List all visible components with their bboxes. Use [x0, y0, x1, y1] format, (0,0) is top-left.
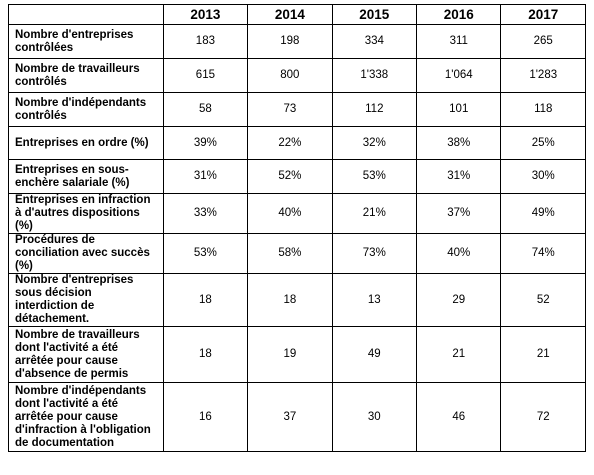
- header-empty-cell: [8, 4, 164, 25]
- table-cell: 49: [331, 326, 418, 383]
- row-label: Nombre de travailleurs dont l'activité a…: [8, 326, 164, 383]
- table-cell: 615: [162, 58, 249, 93]
- table-row: Procédures de conciliation avec succès (…: [8, 233, 586, 274]
- table-cell: 58%: [247, 233, 333, 274]
- table-cell: 800: [247, 58, 333, 93]
- row-label: Entreprises en sous-enchère salariale (%…: [8, 159, 164, 194]
- table-cell: 30%: [500, 159, 586, 194]
- header-year-2017: 2017: [500, 4, 586, 25]
- table-cell: 1'338: [331, 58, 418, 93]
- table-cell: 72: [500, 382, 586, 452]
- table-cell: 22%: [247, 126, 333, 160]
- table-row: Nombre d'indépendants contrôlés 58 73 11…: [8, 92, 586, 127]
- table-cell: 1'283: [500, 58, 586, 93]
- table-row: Nombre d'entreprises contrôlées 183 198 …: [8, 24, 586, 59]
- table-cell: 21%: [331, 193, 418, 234]
- table-cell: 198: [247, 24, 333, 59]
- table-cell: 19: [247, 326, 333, 383]
- table-cell: 1'064: [416, 58, 502, 93]
- header-year-2016: 2016: [416, 4, 502, 25]
- row-label: Entreprises en ordre (%): [8, 126, 164, 160]
- table-cell: 31%: [416, 159, 502, 194]
- table-cell: 74%: [500, 233, 586, 274]
- table-cell: 334: [331, 24, 418, 59]
- table-row: Entreprises en sous-enchère salariale (%…: [8, 159, 586, 194]
- row-label: Nombre d'indépendants dont l'activité a …: [8, 382, 164, 452]
- table-cell: 21: [416, 326, 502, 383]
- table-cell: 32%: [331, 126, 418, 160]
- table-cell: 73%: [331, 233, 418, 274]
- table-row: Nombre de travailleurs dont l'activité a…: [8, 326, 586, 383]
- table-row: Entreprises en ordre (%) 39% 22% 32% 38%…: [8, 126, 586, 160]
- table-cell: 183: [162, 24, 249, 59]
- header-year-2015: 2015: [331, 4, 418, 25]
- row-label: Nombre d'indépendants contrôlés: [8, 92, 164, 127]
- table-cell: 58: [162, 92, 249, 127]
- table-cell: 40%: [247, 193, 333, 234]
- table-cell: 13: [331, 273, 418, 327]
- table-row: Entreprises en infraction à d'autres dis…: [8, 193, 586, 234]
- table-cell: 33%: [162, 193, 249, 234]
- table-cell: 112: [331, 92, 418, 127]
- statistics-table-container: 2013 2014 2015 2016 2017 Nombre d'entrep…: [8, 4, 586, 452]
- table-cell: 40%: [416, 233, 502, 274]
- header-year-2013: 2013: [162, 4, 249, 25]
- table-cell: 53%: [162, 233, 249, 274]
- table-cell: 21: [500, 326, 586, 383]
- row-label: Nombre d'entreprises contrôlées: [8, 24, 164, 59]
- row-label: Procédures de conciliation avec succès (…: [8, 233, 164, 274]
- table-cell: 52: [500, 273, 586, 327]
- table-cell: 39%: [162, 126, 249, 160]
- table-cell: 16: [162, 382, 249, 452]
- table-cell: 118: [500, 92, 586, 127]
- table-cell: 37: [247, 382, 333, 452]
- table-cell: 46: [416, 382, 502, 452]
- table-row: Nombre d'indépendants dont l'activité a …: [8, 382, 586, 452]
- table-cell: 73: [247, 92, 333, 127]
- table-cell: 29: [416, 273, 502, 327]
- table-cell: 265: [500, 24, 586, 59]
- table-cell: 52%: [247, 159, 333, 194]
- table-cell: 31%: [162, 159, 249, 194]
- row-label: Nombre d'entreprises sous décision inter…: [8, 273, 164, 327]
- table-cell: 18: [162, 273, 249, 327]
- table-cell: 18: [247, 273, 333, 327]
- table-cell: 53%: [331, 159, 418, 194]
- table-cell: 30: [331, 382, 418, 452]
- table-cell: 18: [162, 326, 249, 383]
- table-cell: 311: [416, 24, 502, 59]
- header-year-2014: 2014: [247, 4, 333, 25]
- table-cell: 25%: [500, 126, 586, 160]
- table-cell: 101: [416, 92, 502, 127]
- table-cell: 49%: [500, 193, 586, 234]
- statistics-table: 2013 2014 2015 2016 2017 Nombre d'entrep…: [8, 4, 586, 452]
- table-row: Nombre d'entreprises sous décision inter…: [8, 273, 586, 327]
- table-cell: 38%: [416, 126, 502, 160]
- table-row: Nombre de travailleurs contrôlés 615 800…: [8, 58, 586, 93]
- row-label: Entreprises en infraction à d'autres dis…: [8, 193, 164, 234]
- row-label: Nombre de travailleurs contrôlés: [8, 58, 164, 93]
- table-cell: 37%: [416, 193, 502, 234]
- header-row: 2013 2014 2015 2016 2017: [8, 4, 586, 25]
